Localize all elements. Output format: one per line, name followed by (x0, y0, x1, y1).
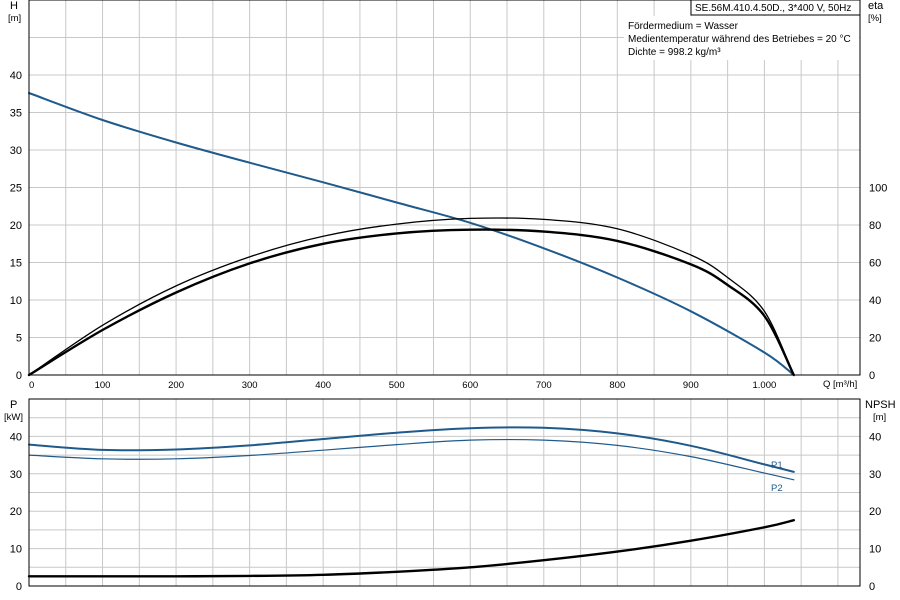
x-tick-label: 100 (95, 380, 111, 391)
series-line-0-2 (27, 228, 795, 377)
npsh-axis-title: NPSH (865, 399, 896, 411)
right-tick-label: 40 (869, 295, 881, 307)
left-tick-label: 35 (10, 108, 22, 120)
series-line-0-0 (28, 92, 795, 376)
left-tick-label: 15 (10, 258, 22, 270)
h-axis-title: H (10, 0, 18, 12)
right-tick-label: 0 (869, 370, 875, 382)
series-line-1-2 (27, 519, 795, 578)
left-tick-label: 40 (10, 70, 22, 82)
right-tick-label: 30 (869, 469, 881, 481)
series-line-0-1 (28, 217, 795, 376)
right-tick-label: 100 (869, 183, 887, 195)
left-tick-label: 30 (10, 145, 22, 157)
series-line-1-1 (28, 438, 795, 481)
right-tick-label: 40 (869, 431, 881, 443)
data-series (27, 92, 795, 578)
x-tick-label: 400 (315, 380, 331, 391)
left-tick-label: 25 (10, 183, 22, 195)
series-label-p2: P2 (771, 483, 783, 494)
upper-plot-frame (28, 0, 861, 376)
x-tick-label: 800 (609, 380, 625, 391)
left-tick-label: 40 (10, 431, 22, 443)
x-tick-label: 700 (536, 380, 552, 391)
model-label: SE.56M.410.4.50D., 3*400 V, 50Hz (695, 3, 851, 14)
h-axis-unit: [m] (8, 13, 21, 24)
npsh-axis-unit: [m] (873, 412, 886, 423)
q-axis-title: Q [m³/h] (823, 379, 857, 390)
left-tick-label: 0 (16, 581, 22, 593)
right-tick-label: 10 (869, 544, 881, 556)
right-tick-label: 0 (869, 581, 875, 593)
lower-plot-frame (28, 398, 861, 587)
x-tick-label: 1.000 (753, 380, 777, 391)
series-line-1-0 (28, 426, 795, 473)
grid-lines (29, 0, 860, 586)
left-tick-label: 0 (16, 370, 22, 382)
left-tick-label: 10 (10, 544, 22, 556)
x-tick-label: 900 (683, 380, 699, 391)
info-line-density: Dichte = 998.2 kg/m³ (628, 47, 721, 58)
p-axis-title: P (10, 399, 17, 411)
model-label-box (690, 0, 861, 16)
eta-axis-unit: [%] (868, 13, 882, 24)
p-axis-unit: [kW] (4, 412, 23, 423)
right-tick-label: 20 (869, 333, 881, 345)
info-line-temperature: Medientemperatur während des Betriebes =… (628, 34, 851, 45)
left-tick-label: 30 (10, 469, 22, 481)
x-tick-label: 0 (29, 380, 34, 391)
info-background (624, 16, 859, 60)
x-tick-label: 200 (168, 380, 184, 391)
left-tick-label: 10 (10, 295, 22, 307)
right-tick-label: 80 (869, 220, 881, 232)
left-tick-label: 20 (10, 220, 22, 232)
eta-axis-title: eta (868, 0, 884, 12)
left-tick-label: 5 (16, 333, 22, 345)
right-tick-label: 20 (869, 506, 881, 518)
x-tick-label: 600 (462, 380, 478, 391)
x-tick-label: 500 (389, 380, 405, 391)
right-tick-label: 60 (869, 258, 881, 270)
x-tick-label: 300 (242, 380, 258, 391)
left-tick-label: 20 (10, 506, 22, 518)
series-label-p1: P1 (771, 460, 783, 471)
info-line-medium: Fördermedium = Wasser (628, 21, 739, 32)
